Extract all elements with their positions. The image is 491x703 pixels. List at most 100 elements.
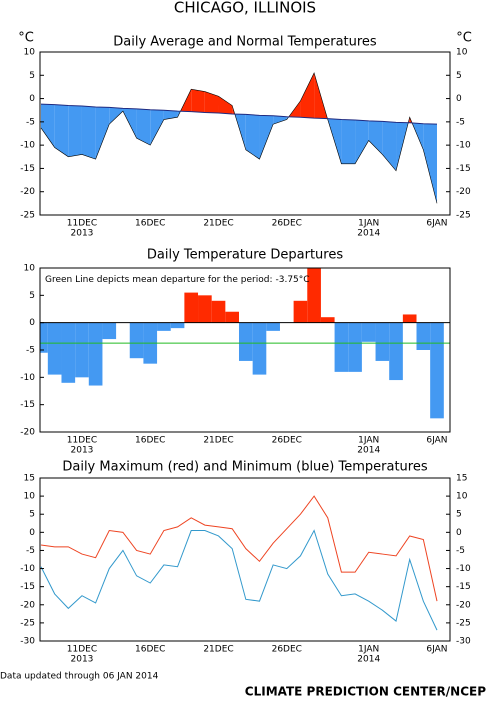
departure-fill (54, 104, 69, 157)
departure-fill (150, 109, 164, 146)
x-tick-label: 21DEC (203, 219, 233, 229)
y2-tick-label: 10 (456, 492, 468, 502)
departure-fill (218, 96, 233, 114)
bar (184, 292, 199, 323)
y-tick-label: 10 (24, 492, 36, 502)
plot-area (40, 72, 438, 204)
departure-fill (368, 120, 383, 155)
plot-frame (39, 51, 451, 216)
x-year-label: 2014 (357, 229, 380, 239)
departure-fill (259, 115, 274, 160)
x-tick-label: 26DEC (272, 645, 302, 655)
x-tick-label: 21DEC (203, 436, 233, 446)
x-year-label: 2013 (71, 655, 94, 665)
plot-area (40, 495, 438, 631)
y-tick-label: 0 (29, 94, 35, 104)
bar (402, 314, 417, 323)
x-year-label: 2014 (357, 655, 380, 665)
x-tick-label: 16DEC (135, 645, 165, 655)
temperature-line (40, 495, 438, 602)
y2-tick-label: 5 (456, 510, 462, 520)
y-tick-label: -10 (20, 141, 35, 151)
y-tick-label: -5 (26, 117, 35, 127)
bar (320, 317, 335, 323)
departure-fill (341, 119, 356, 164)
bar (88, 322, 103, 386)
bar (361, 322, 376, 342)
x-tick-label: 6JAN (426, 219, 447, 229)
y-tick-label: -5 (26, 346, 35, 356)
y-tick-label: -10 (20, 564, 35, 574)
departure-fill (204, 91, 219, 114)
bar (348, 322, 362, 372)
bar (211, 300, 226, 323)
y-tick-label: -25 (20, 211, 35, 221)
footer-note: Data updated through 06 JAN 2014 (0, 672, 159, 682)
y-tick-label: -25 (20, 618, 35, 628)
y2-tick-label: 10 (456, 48, 468, 58)
normal-line (40, 103, 438, 125)
x-tick-label: 1JAN (358, 645, 379, 655)
y2-tick-label: 0 (456, 528, 462, 538)
y-tick-label: -5 (26, 546, 35, 556)
x-tick-label: 11DEC (67, 219, 97, 229)
departure-fill (191, 89, 205, 113)
y2-tick-label: -10 (456, 564, 471, 574)
y-tick-label: 15 (24, 474, 35, 484)
y2-tick-label: -5 (456, 117, 465, 127)
bar (157, 322, 171, 331)
bar (170, 322, 185, 329)
x-tick-label: 16DEC (135, 219, 165, 229)
bar (75, 322, 89, 378)
plot-frame (39, 477, 451, 642)
y2-tick-label: 15 (456, 474, 467, 484)
x-tick-label: 1JAN (358, 436, 379, 446)
y-tick-label: 0 (29, 318, 35, 328)
panel: Daily Average and Normal Temperatures °C °… (18, 31, 472, 239)
y-tick-label: -15 (20, 582, 35, 592)
bar (293, 300, 308, 323)
departure-fill (95, 106, 110, 160)
x-tick-label: 11DEC (67, 645, 97, 655)
y-tick-label: -20 (20, 600, 35, 610)
x-tick-label: 16DEC (135, 436, 165, 446)
y2-tick-label: -5 (456, 546, 465, 556)
x-year-label: 2013 (71, 446, 94, 456)
chart-title: Daily Temperature Departures (147, 248, 343, 263)
y-tick-label: -20 (20, 187, 35, 197)
bar (416, 322, 431, 350)
x-tick-label: 26DEC (272, 219, 302, 229)
annotation: Green Line depicts mean departure for th… (45, 275, 310, 285)
bar (375, 322, 390, 361)
bar (47, 322, 62, 375)
y-tick-label: 10 (24, 264, 36, 274)
y2-tick-label: -25 (456, 618, 471, 628)
panel: Daily Maximum (red) and Minimum (blue) T… (20, 460, 471, 665)
y2-tick-label: -20 (456, 600, 471, 610)
bar (198, 295, 212, 323)
chart-title: Daily Average and Normal Temperatures (113, 35, 377, 50)
bar (129, 322, 144, 359)
annotation-text: Green Line depicts mean departure for th… (45, 275, 273, 285)
chart-title: Daily Maximum (red) and Minimum (blue) T… (62, 460, 427, 475)
y2-tick-label: 0 (456, 94, 462, 104)
y-tick-label: -30 (20, 637, 35, 647)
x-tick-label: 21DEC (203, 645, 233, 655)
y-tick-label: -15 (20, 400, 35, 410)
y-tick-label: 5 (29, 71, 35, 81)
bar (266, 322, 280, 331)
bar (334, 322, 349, 372)
y2-tick-label: -10 (456, 141, 471, 151)
bar (430, 322, 444, 419)
bar (252, 322, 267, 375)
y-tick-label: -20 (20, 428, 35, 438)
panel: Daily Temperature Departures -20 -15 -10 -5 0… (20, 248, 451, 456)
y-tick-label: 5 (29, 291, 35, 301)
mean-label: -3.75°C (276, 275, 310, 285)
bar (225, 311, 239, 323)
departure-fill (41, 104, 55, 148)
credit: CLIMATE PREDICTION CENTER/NCEP (245, 685, 486, 699)
y2-unit: °C (456, 31, 472, 46)
departure-fill (300, 72, 315, 119)
